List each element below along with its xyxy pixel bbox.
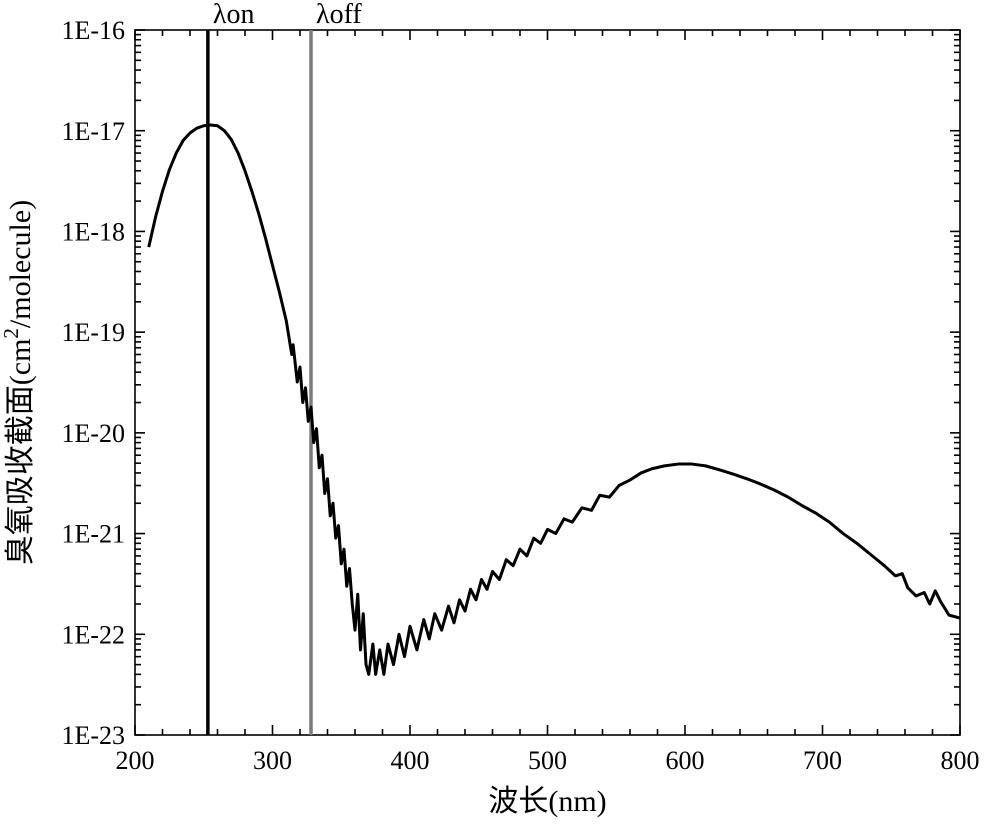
x-tick-label: 800 [941,746,980,775]
y-tick-label: 1E-17 [61,117,125,146]
x-tick-label: 600 [666,746,705,775]
x-tick-label: 300 [253,746,292,775]
y-tick-label: 1E-16 [61,16,125,45]
x-tick-label: 500 [528,746,567,775]
chart-background [0,0,1000,825]
x-tick-label: 700 [803,746,842,775]
x-tick-label: 400 [391,746,430,775]
y-tick-label: 1E-23 [61,721,125,750]
vertical-line-label: λon [213,0,255,30]
x-tick-label: 200 [116,746,155,775]
vertical-line-label: λoff [316,0,362,30]
y-tick-label: 1E-21 [61,520,125,549]
x-axis-label: 波长(nm) [488,785,606,818]
y-tick-label: 1E-19 [61,318,125,347]
y-axis-label: 臭氧吸收截面(cm2/molecule) [0,200,37,565]
y-tick-label: 1E-22 [61,620,125,649]
ozone-absorption-chart: 200 300 400 500 600 700 800 1E-23 1E-22 1E-21 1E-2… [0,0,1000,825]
y-tick-label: 1E-20 [61,419,125,448]
y-tick-label: 1E-18 [61,218,125,247]
chart-container: 200 300 400 500 600 700 800 1E-23 1E-22 1E-21 1E-2… [0,0,1000,825]
